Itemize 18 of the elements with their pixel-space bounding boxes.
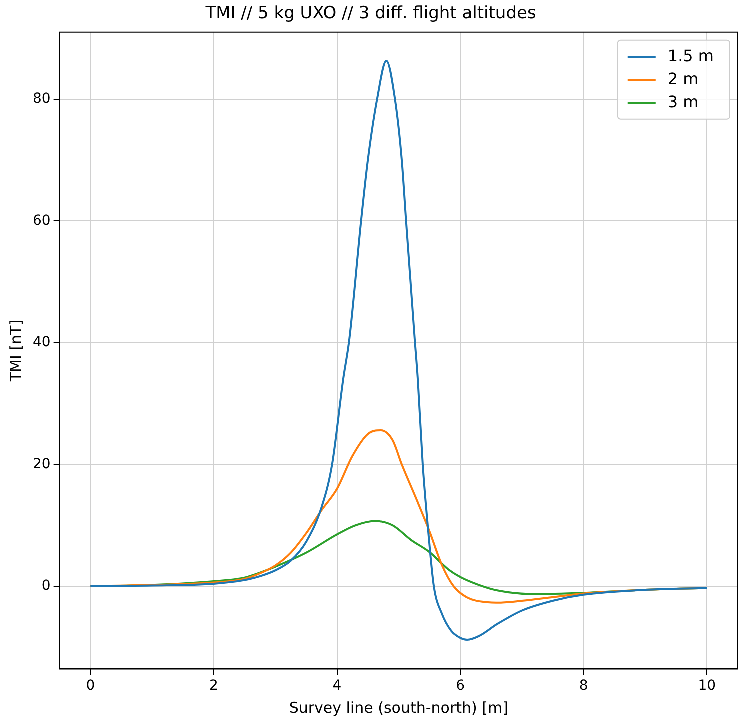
y-tick-label: 80 bbox=[32, 91, 51, 108]
x-tick-label: 2 bbox=[209, 678, 218, 694]
legend-label: 1.5 m bbox=[668, 46, 714, 66]
line-series bbox=[90, 60, 708, 641]
x-tick-label: 4 bbox=[332, 678, 342, 694]
chart-title: TMI // 5 kg UXO // 3 diff. flight altitudes bbox=[204, 4, 536, 24]
y-tick-label: 40 bbox=[32, 334, 51, 351]
x-tick-label: 10 bbox=[698, 678, 716, 694]
x-tick-label: 6 bbox=[456, 678, 466, 694]
x-tick-label: 0 bbox=[86, 678, 96, 694]
legend-label: 2 m bbox=[668, 70, 699, 89]
y-tick-label: 60 bbox=[32, 212, 51, 229]
x-axis-title: Survey line (south-north) [m] bbox=[289, 698, 508, 717]
x-tick-label: 8 bbox=[579, 678, 588, 694]
legend-label: 3 m bbox=[668, 92, 699, 112]
y-tick-label: 20 bbox=[32, 456, 51, 472]
y-tick-label: 0 bbox=[42, 578, 51, 594]
y-axis-title: TMI [nT] bbox=[6, 320, 25, 383]
